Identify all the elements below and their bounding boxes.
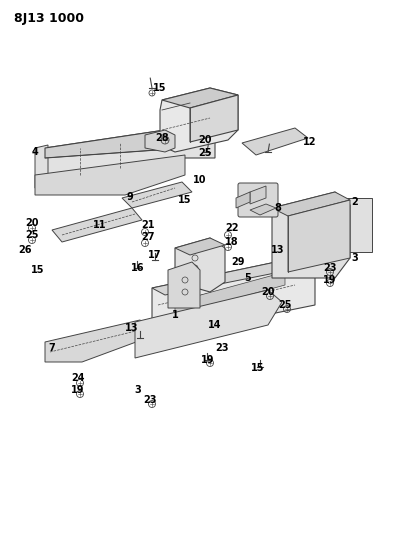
Text: 5: 5: [245, 273, 251, 283]
Text: 10: 10: [193, 175, 207, 185]
Text: 8: 8: [275, 203, 282, 213]
Text: 27: 27: [141, 232, 155, 242]
Polygon shape: [242, 128, 308, 155]
Text: 17: 17: [148, 250, 162, 260]
Polygon shape: [160, 88, 238, 152]
Text: 2: 2: [351, 197, 358, 207]
Text: 20: 20: [198, 135, 212, 145]
Text: 20: 20: [261, 287, 275, 297]
Text: 28: 28: [155, 133, 169, 143]
Text: 16: 16: [131, 263, 145, 273]
Polygon shape: [272, 192, 350, 216]
Polygon shape: [250, 186, 266, 204]
Polygon shape: [35, 145, 48, 188]
Polygon shape: [272, 192, 350, 278]
Text: 4: 4: [32, 147, 38, 157]
Polygon shape: [340, 198, 372, 252]
Text: 12: 12: [303, 137, 317, 147]
Polygon shape: [52, 208, 142, 242]
Text: 23: 23: [323, 263, 337, 273]
Polygon shape: [288, 200, 350, 272]
Text: 14: 14: [208, 320, 222, 330]
Text: 21: 21: [141, 220, 155, 230]
Text: 25: 25: [198, 148, 212, 158]
Polygon shape: [122, 182, 192, 208]
Text: 13: 13: [125, 323, 139, 333]
Text: 15: 15: [178, 195, 192, 205]
Text: 9: 9: [126, 192, 133, 202]
Text: 18: 18: [225, 237, 239, 247]
Text: 7: 7: [48, 343, 55, 353]
Text: 26: 26: [18, 245, 32, 255]
Text: 23: 23: [215, 343, 229, 353]
Polygon shape: [175, 238, 225, 255]
Polygon shape: [45, 127, 215, 175]
Polygon shape: [175, 272, 285, 315]
Text: 1: 1: [172, 310, 179, 320]
Polygon shape: [236, 192, 250, 208]
Polygon shape: [45, 320, 155, 362]
Polygon shape: [35, 155, 185, 195]
Polygon shape: [152, 258, 315, 295]
Polygon shape: [190, 95, 238, 142]
Text: 19: 19: [323, 275, 337, 285]
Text: 13: 13: [271, 245, 285, 255]
Polygon shape: [152, 258, 315, 338]
Text: 15: 15: [251, 363, 265, 373]
Polygon shape: [162, 88, 238, 108]
Text: 19: 19: [71, 385, 85, 395]
Polygon shape: [145, 130, 175, 152]
Text: 3: 3: [351, 253, 358, 263]
Text: 24: 24: [71, 373, 85, 383]
Text: 19: 19: [201, 355, 215, 365]
FancyBboxPatch shape: [238, 183, 278, 217]
Text: 25: 25: [25, 230, 39, 240]
Text: 8J13 1000: 8J13 1000: [14, 12, 84, 25]
Text: 22: 22: [225, 223, 239, 233]
Text: 29: 29: [231, 257, 245, 267]
Polygon shape: [175, 238, 225, 292]
Text: 11: 11: [93, 220, 107, 230]
Text: 3: 3: [135, 385, 141, 395]
Polygon shape: [250, 204, 276, 215]
Text: 20: 20: [25, 218, 39, 228]
Text: 15: 15: [31, 265, 45, 275]
Text: 15: 15: [153, 83, 167, 93]
Polygon shape: [168, 262, 200, 308]
Text: 25: 25: [278, 300, 292, 310]
Text: 23: 23: [143, 395, 157, 405]
Polygon shape: [45, 127, 215, 158]
Polygon shape: [135, 290, 282, 358]
